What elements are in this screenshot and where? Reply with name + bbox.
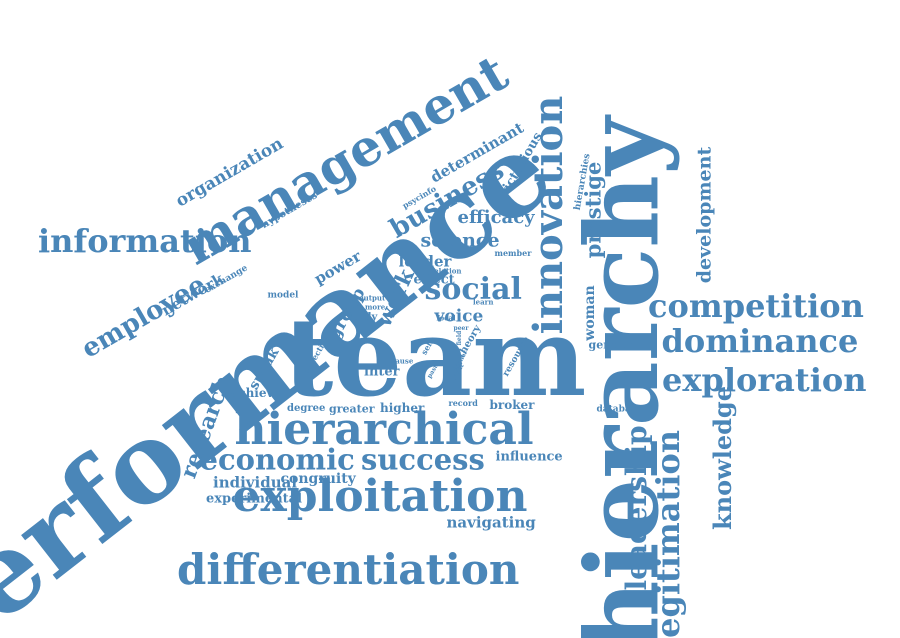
word-relation: relation (431, 268, 462, 275)
word-development: development (696, 147, 715, 283)
word-higher: higher (380, 402, 424, 414)
word-exploration: exploration (662, 364, 866, 396)
word-competition: competition (648, 290, 864, 322)
word-model: model (268, 292, 299, 301)
word-member: member (495, 249, 532, 257)
word-record: record (449, 399, 478, 407)
word-experimental: experimental (206, 493, 302, 506)
word-output: output (359, 295, 385, 302)
word-woman: woman (583, 285, 597, 340)
word-greater: greater (329, 404, 375, 415)
word-efficacy: efficacy (458, 209, 535, 227)
word-success: success (361, 446, 485, 475)
word-gender: gender (589, 340, 632, 351)
word-information: information (38, 225, 252, 257)
word-cause: cause (391, 358, 413, 365)
word-broker: broker (490, 399, 535, 411)
word-knowledge: knowledge (711, 386, 735, 530)
word-database: database (597, 406, 642, 415)
word-inter: inter (364, 366, 400, 379)
word-more: more (365, 304, 385, 311)
word-congruity: congruity (281, 472, 356, 486)
word-influence: influence (496, 451, 563, 464)
word-learn: learn (473, 299, 493, 306)
word-field: field (457, 331, 463, 346)
word-degree: degree (287, 404, 325, 414)
word-differentiation: differentiation (177, 549, 519, 591)
word-peer: peer (454, 326, 469, 332)
word-study: study (347, 313, 377, 323)
word-dominance: dominance (662, 325, 859, 357)
word-leadership: leadership (623, 425, 651, 590)
word-navigating: navigating (447, 516, 536, 531)
word-science: science (421, 232, 500, 251)
word-legitimation: legitimation (652, 430, 684, 638)
word-achieve: achieve (231, 387, 282, 399)
word-focal: focal (437, 315, 456, 322)
